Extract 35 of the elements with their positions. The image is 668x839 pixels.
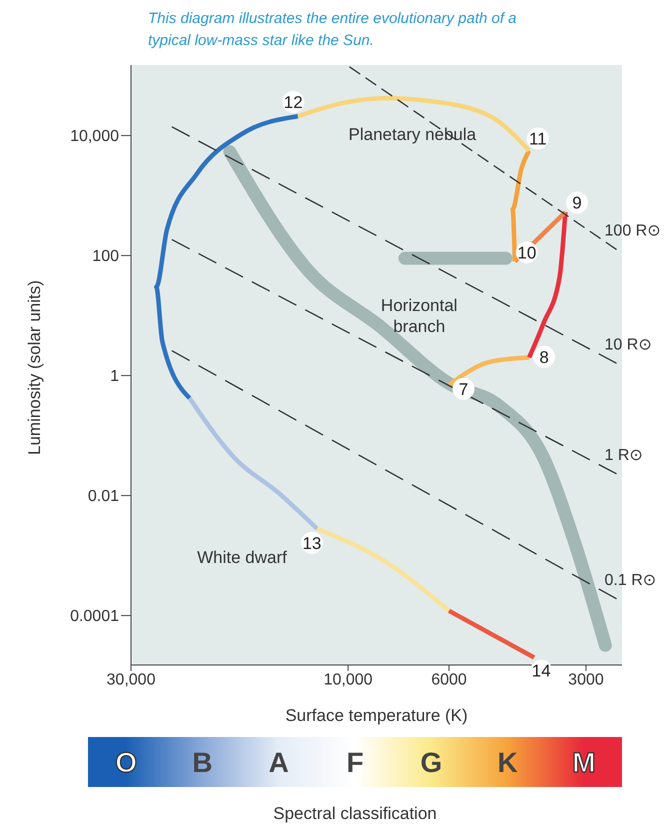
x-tick-label: 30,000 — [106, 671, 156, 688]
annotation: 12 — [284, 92, 303, 112]
category-label: F — [346, 747, 364, 778]
annotation: 10 — [517, 243, 536, 262]
x-tick-label: 10,000 — [324, 671, 373, 688]
y-axis-title: Luminosity (solar units) — [25, 280, 44, 455]
x-axis-title: Surface temperature (K) — [285, 706, 468, 725]
annotation: 9 — [572, 194, 582, 213]
category-label: G — [420, 747, 442, 778]
y-tick-label: 0.01 — [88, 488, 120, 506]
category-label: A — [268, 747, 289, 778]
annotation: White dwarf — [197, 548, 287, 567]
category-label: B — [192, 747, 213, 778]
series-label: 10 R⊙ — [604, 336, 652, 354]
series-label: 0.1 R⊙ — [604, 572, 656, 589]
x-tick-label: 3000 — [568, 671, 604, 688]
category-label: K — [497, 747, 518, 778]
x-tick-label: 6000 — [431, 671, 467, 688]
y-tick-label: 10,000 — [70, 128, 120, 146]
annotation: 14 — [532, 662, 551, 681]
annotation: Planetary nebula — [348, 124, 478, 145]
text: Spectral classification — [273, 804, 437, 823]
y-tick-label: 0.0001 — [70, 608, 120, 626]
y-tick-label: 1 — [110, 368, 120, 386]
annotation: Horizontal branch — [380, 295, 458, 337]
annotation: 7 — [458, 380, 468, 399]
annotation: 11 — [529, 129, 547, 148]
category-label: O — [115, 747, 138, 778]
series-label: 100 R⊙ — [604, 222, 661, 240]
series-label: 1 R⊙ — [604, 446, 643, 464]
annotation: 8 — [539, 348, 549, 367]
category-label: M — [572, 747, 596, 778]
chart-title: This diagram illustrates the entire evolutionary path of a typical low-mass star like the Sun. — [148, 9, 518, 51]
y-tick-label: 100 — [92, 248, 120, 266]
annotation: 13 — [302, 534, 322, 553]
